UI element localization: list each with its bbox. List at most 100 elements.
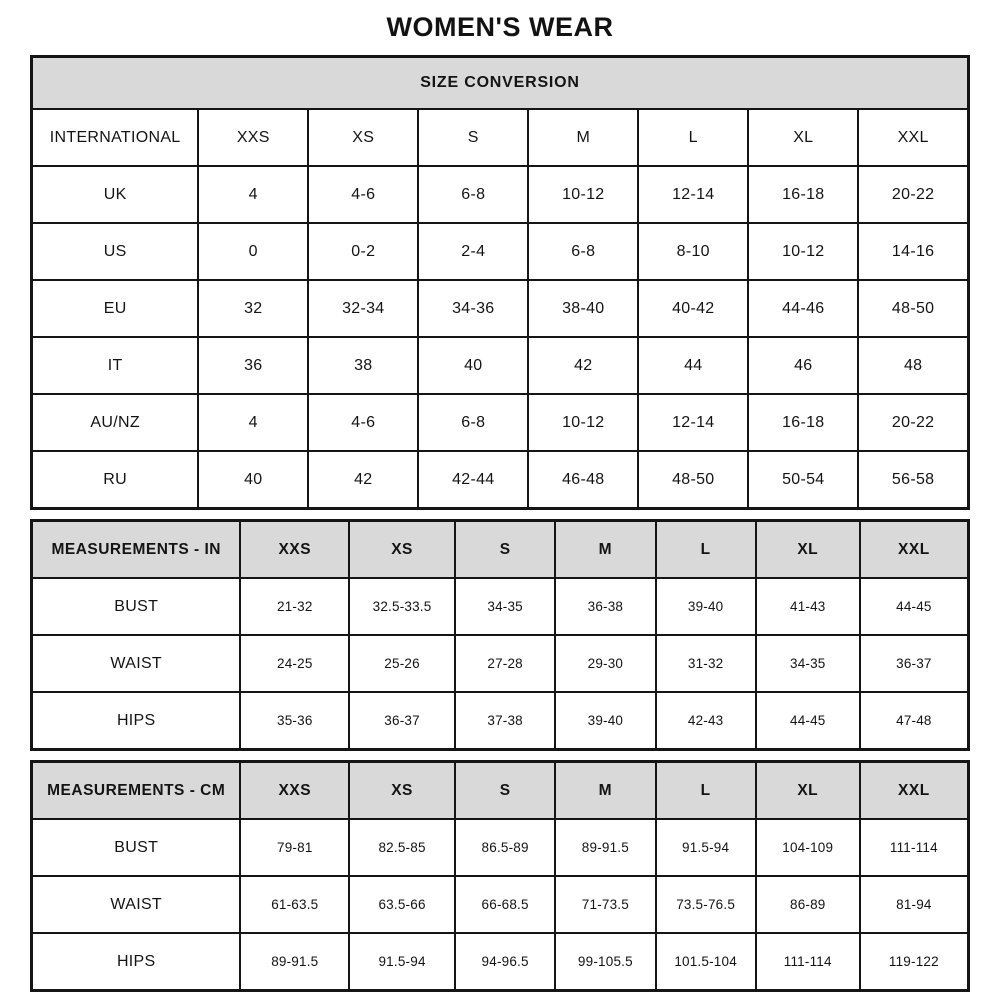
- cell: 40: [197, 450, 310, 510]
- table-row: MEASUREMENTS - IN XXS XS S M L XL XXL: [30, 519, 970, 579]
- col-header: L: [654, 760, 757, 820]
- cell: 40: [417, 336, 530, 395]
- cell: 34-36: [417, 279, 530, 338]
- table-row: WAIST 24-25 25-26 27-28 29-30 31-32 34-3…: [30, 634, 970, 693]
- cell: 21-32: [239, 577, 351, 636]
- table-row: UK 4 4-6 6-8 10-12 12-14 16-18 20-22: [30, 165, 970, 224]
- cell: 4: [197, 165, 310, 224]
- cell: 111-114: [754, 932, 861, 992]
- cell: 32-34: [307, 279, 420, 338]
- cell: 47-48: [858, 691, 970, 751]
- cell: 41-43: [754, 577, 861, 636]
- table-row: INTERNATIONAL XXS XS S M L XL XXL: [30, 108, 970, 167]
- table-row: WAIST 61-63.5 63.5-66 66-68.5 71-73.5 73…: [30, 875, 970, 934]
- cell: 79-81: [239, 818, 351, 877]
- col-header: XXS: [197, 108, 310, 167]
- cell: 20-22: [857, 393, 970, 452]
- col-header: L: [654, 519, 757, 579]
- cell: 44: [637, 336, 750, 395]
- cell: 50-54: [747, 450, 860, 510]
- cell: 66-68.5: [453, 875, 557, 934]
- cell: 2-4: [417, 222, 530, 281]
- row-label: US: [30, 222, 200, 281]
- cell: 71-73.5: [554, 875, 657, 934]
- cell: 10-12: [527, 165, 640, 224]
- cell: 31-32: [654, 634, 757, 693]
- cell: 111-114: [858, 818, 970, 877]
- table-row: BUST 79-81 82.5-85 86.5-89 89-91.5 91.5-…: [30, 818, 970, 877]
- cell: 34-35: [453, 577, 557, 636]
- cell: 42: [307, 450, 420, 510]
- row-label: HIPS: [30, 932, 242, 992]
- cell: 39-40: [554, 691, 657, 751]
- table-gap: [30, 751, 970, 760]
- cell: 81-94: [858, 875, 970, 934]
- cell: 10-12: [747, 222, 860, 281]
- cell: 32: [197, 279, 310, 338]
- cell: 27-28: [453, 634, 557, 693]
- row-label: RU: [30, 450, 200, 510]
- col-header: XXL: [858, 760, 970, 820]
- row-label: WAIST: [30, 634, 242, 693]
- cell: 99-105.5: [554, 932, 657, 992]
- col-header: XS: [348, 760, 456, 820]
- col-header: XXS: [239, 519, 351, 579]
- cell: 40-42: [637, 279, 750, 338]
- cell: 6-8: [527, 222, 640, 281]
- cell: 89-91.5: [554, 818, 657, 877]
- col-header: XS: [307, 108, 420, 167]
- col-header: MEASUREMENTS - CM: [30, 760, 242, 820]
- cell: 4-6: [307, 393, 420, 452]
- col-header: XL: [754, 760, 861, 820]
- cell: 29-30: [554, 634, 657, 693]
- cell: 10-12: [527, 393, 640, 452]
- cell: 16-18: [747, 393, 860, 452]
- table-row: RU 40 42 42-44 46-48 48-50 50-54 56-58: [30, 450, 970, 510]
- table-row: IT 36 38 40 42 44 46 48: [30, 336, 970, 395]
- cell: 37-38: [453, 691, 557, 751]
- cell: 104-109: [754, 818, 861, 877]
- cell: 42-44: [417, 450, 530, 510]
- cell: 36-37: [858, 634, 970, 693]
- row-label: BUST: [30, 818, 242, 877]
- cell: 20-22: [857, 165, 970, 224]
- cell: 36-37: [348, 691, 456, 751]
- col-header: INTERNATIONAL: [30, 108, 200, 167]
- cell: 0: [197, 222, 310, 281]
- cell: 44-45: [858, 577, 970, 636]
- cell: 101.5-104: [654, 932, 757, 992]
- cell: 119-122: [858, 932, 970, 992]
- col-header: XL: [754, 519, 861, 579]
- measurements-in-table: MEASUREMENTS - IN XXS XS S M L XL XXL BU…: [30, 519, 970, 751]
- col-header: XL: [747, 108, 860, 167]
- col-header: XS: [348, 519, 456, 579]
- table-row: HIPS 89-91.5 91.5-94 94-96.5 99-105.5 10…: [30, 932, 970, 992]
- cell: 6-8: [417, 165, 530, 224]
- cell: 61-63.5: [239, 875, 351, 934]
- cell: 46: [747, 336, 860, 395]
- page-title: WOMEN'S WEAR: [386, 12, 614, 42]
- cell: 16-18: [747, 165, 860, 224]
- cell: 82.5-85: [348, 818, 456, 877]
- cell: 42-43: [654, 691, 757, 751]
- cell: 12-14: [637, 165, 750, 224]
- cell: 6-8: [417, 393, 530, 452]
- cell: 42: [527, 336, 640, 395]
- table-row: HIPS 35-36 36-37 37-38 39-40 42-43 44-45…: [30, 691, 970, 751]
- cell: 44-46: [747, 279, 860, 338]
- col-header: XXS: [239, 760, 351, 820]
- cell: 4-6: [307, 165, 420, 224]
- col-header: MEASUREMENTS - IN: [30, 519, 242, 579]
- row-label: WAIST: [30, 875, 242, 934]
- row-label: UK: [30, 165, 200, 224]
- cell: 39-40: [654, 577, 757, 636]
- col-header: M: [554, 760, 657, 820]
- cell: 36: [197, 336, 310, 395]
- col-header: XXL: [857, 108, 970, 167]
- cell: 46-48: [527, 450, 640, 510]
- cell: 89-91.5: [239, 932, 351, 992]
- cell: 44-45: [754, 691, 861, 751]
- col-header: M: [554, 519, 657, 579]
- table-row: EU 32 32-34 34-36 38-40 40-42 44-46 48-5…: [30, 279, 970, 338]
- cell: 32.5-33.5: [348, 577, 456, 636]
